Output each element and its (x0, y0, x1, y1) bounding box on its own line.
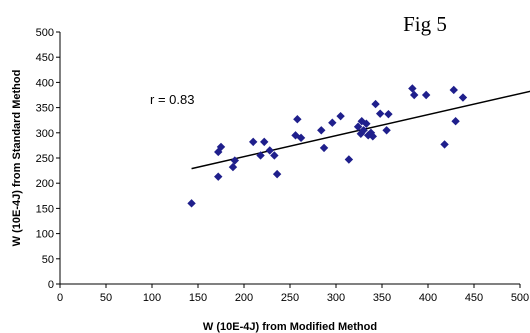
x-tick-label: 500 (511, 292, 529, 304)
data-point (256, 151, 265, 160)
data-point (216, 142, 226, 152)
data-point (362, 119, 371, 128)
points-group (187, 84, 468, 208)
data-point (260, 137, 269, 147)
data-point (265, 146, 274, 155)
y-tick-label: 100 (36, 229, 54, 241)
x-tick-label: 350 (373, 292, 391, 304)
data-point (187, 199, 196, 208)
data-point (336, 111, 345, 121)
x-tick-label: 100 (143, 292, 161, 304)
data-point (328, 118, 337, 127)
y-tick-label: 300 (36, 128, 54, 140)
x-tick-label: 300 (327, 292, 345, 304)
x-tick-label: 450 (465, 292, 483, 304)
x-tick-label: 250 (281, 292, 299, 304)
y-tick-label: 50 (42, 254, 54, 266)
data-point (228, 162, 238, 172)
y-tick-label: 250 (36, 153, 54, 165)
x-tick-label: 150 (189, 292, 207, 304)
data-point (449, 85, 458, 95)
data-point (249, 137, 258, 147)
x-tick-label: 0 (57, 292, 63, 304)
data-point (272, 169, 282, 179)
data-point (451, 117, 460, 126)
data-point (214, 172, 223, 181)
data-point (317, 126, 326, 135)
x-tick-label: 50 (100, 292, 112, 304)
y-tick-label: 0 (48, 279, 54, 291)
y-axis-title: W (10E-4J) from Standard Method (11, 70, 23, 247)
correlation-annotation: r = 0.83 (150, 92, 194, 107)
data-point (293, 114, 302, 124)
data-point (353, 122, 363, 131)
y-tick-label: 200 (36, 178, 54, 190)
chart-title: Fig 5 (403, 12, 447, 36)
data-point (371, 99, 380, 109)
data-point (458, 93, 468, 102)
x-axis-title: W (10E-4J) from Modified Method (203, 321, 377, 333)
x-tick-label: 400 (419, 292, 437, 304)
data-point (384, 109, 393, 119)
data-point (344, 155, 354, 164)
data-point (382, 126, 391, 135)
y-tick-label: 150 (36, 203, 54, 215)
data-point (440, 140, 449, 149)
data-point (408, 84, 417, 93)
data-point (319, 143, 329, 153)
y-tick-label: 450 (36, 52, 54, 64)
y-tick-label: 350 (36, 103, 54, 115)
data-point (296, 133, 306, 143)
data-point (375, 109, 385, 118)
data-point (410, 90, 419, 100)
y-tick-label: 500 (36, 27, 54, 39)
data-point (359, 126, 368, 135)
data-point (230, 156, 239, 165)
y-tick-label: 400 (36, 77, 54, 89)
axes: 0 50 100 150 200 250 300 350 400 450 500 0 50 100 150 2… (36, 27, 530, 304)
data-point (421, 90, 431, 100)
data-point (270, 151, 279, 160)
data-point (368, 132, 377, 141)
x-tick-label: 200 (235, 292, 253, 304)
